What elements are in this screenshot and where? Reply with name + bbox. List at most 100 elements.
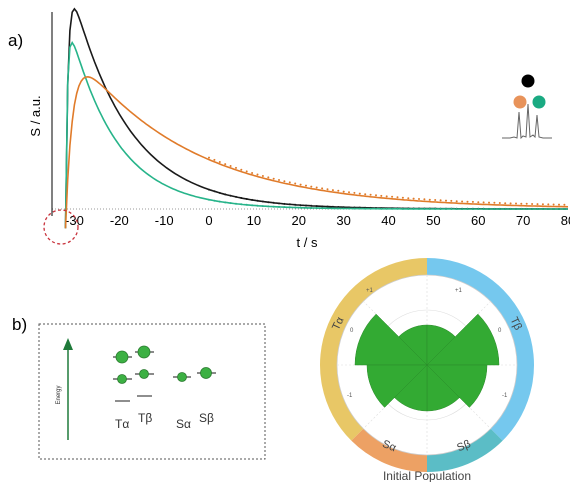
data-point: [380, 194, 383, 197]
spectrum-inset: [502, 74, 552, 140]
data-point: [348, 207, 350, 210]
data-point: [428, 207, 431, 210]
data-point: [299, 204, 302, 207]
axis-tick-label: +1: [366, 288, 374, 294]
level-label-t-alpha: Tα: [115, 417, 129, 431]
data-point: [563, 208, 566, 210]
data-point: [251, 204, 254, 207]
data-point: [504, 202, 507, 205]
data-point: [305, 206, 307, 209]
signal-curves: [64, 7, 569, 229]
ring-segment-t-beta: [427, 258, 535, 441]
data-point: [213, 158, 216, 161]
axis-tick-label: -1: [347, 393, 353, 399]
data-point: [294, 182, 297, 185]
x-tick-label: 30: [336, 213, 350, 228]
data-point: [331, 189, 334, 192]
level-label-s-beta: Sβ: [199, 411, 214, 425]
population-wedge: [426, 364, 488, 408]
data-point: [536, 203, 539, 206]
data-point: [488, 201, 490, 204]
data-point: [337, 206, 340, 208]
x-tick-labels: -30 -20 -10 0 10 20 30 40 50 60 70 80: [65, 213, 570, 228]
ring-segment-s-beta: [427, 428, 503, 472]
x-tick-label: 40: [381, 213, 395, 228]
data-point: [240, 197, 243, 199]
data-point: [353, 207, 356, 210]
data-point: [358, 192, 361, 195]
data-point: [261, 205, 264, 208]
data-point: [520, 202, 523, 205]
data-point: [541, 203, 544, 206]
x-tick-label: 70: [516, 213, 530, 228]
highlight-circle: [43, 209, 79, 245]
data-point: [218, 200, 221, 203]
axis-tick-label: 0: [350, 328, 354, 334]
x-tick-label: -20: [110, 213, 129, 228]
data-point: [294, 206, 297, 209]
data-point: [375, 207, 377, 210]
orange-peak-dot: [513, 95, 527, 109]
data-point: [455, 208, 458, 210]
data-point: [520, 208, 523, 210]
axis-tick-label: -1: [502, 393, 508, 399]
data-point: [498, 208, 501, 210]
data-point: [531, 208, 534, 210]
data-point: [369, 193, 372, 196]
data-point: [278, 179, 280, 181]
data-point: [288, 203, 291, 206]
data-point: [235, 166, 237, 169]
data-point: [423, 207, 426, 210]
data-point: [364, 193, 367, 196]
data-point: [369, 207, 372, 210]
data-point: [251, 198, 254, 201]
data-point: [504, 208, 507, 210]
data-point: [267, 201, 270, 204]
data-point: [471, 208, 474, 210]
data-point: [509, 208, 512, 210]
data-point: [272, 201, 275, 204]
polar-caption: Initial Population: [383, 469, 471, 482]
data-point: [477, 201, 480, 204]
data-point: [434, 199, 437, 201]
data-point: [251, 172, 254, 174]
ring-label-t-alpha: Tα: [330, 315, 347, 333]
data-point: [224, 201, 227, 204]
spectrum-line: [502, 103, 552, 140]
data-point: [245, 170, 248, 173]
data-point: [245, 203, 248, 206]
data-point: [326, 188, 329, 191]
x-axis-label: t / s: [297, 235, 318, 250]
data-point: [428, 198, 431, 201]
data-point: [208, 188, 210, 191]
ring-label-t-beta: Tβ: [508, 315, 524, 332]
population-polar-plot: +1 +1 0 0 -1 -1 Tα Tβ Sα Sβ Initial Popu…: [320, 258, 535, 482]
ring-segment-s-alpha: [351, 428, 427, 472]
data-point: [558, 208, 560, 210]
data-point: [563, 203, 566, 206]
population-wedge: [426, 313, 500, 366]
x-tick-label: 10: [247, 213, 261, 228]
data-point: [256, 204, 259, 207]
x-tick-label: -10: [155, 213, 174, 228]
x-tick-label: 0: [205, 213, 212, 228]
data-point: [224, 163, 227, 166]
data-point: [482, 201, 485, 204]
data-point: [541, 208, 544, 210]
data-point: [439, 207, 442, 210]
panel-a-label: a): [8, 31, 23, 50]
data-point: [493, 201, 496, 204]
population-dot: [117, 374, 127, 384]
data-point: [294, 203, 297, 206]
signal-curve-2: [64, 75, 569, 229]
data-point: [552, 203, 555, 206]
data-point: [531, 203, 534, 205]
data-point: [482, 208, 485, 210]
data-point: [278, 205, 280, 208]
data-point: [445, 207, 447, 210]
data-point: [315, 186, 318, 189]
y-axis-label: S / a.u.: [28, 95, 43, 136]
data-point: [515, 208, 517, 210]
signal-curve-1: [64, 40, 568, 229]
axis-tick-label: +1: [455, 288, 463, 294]
